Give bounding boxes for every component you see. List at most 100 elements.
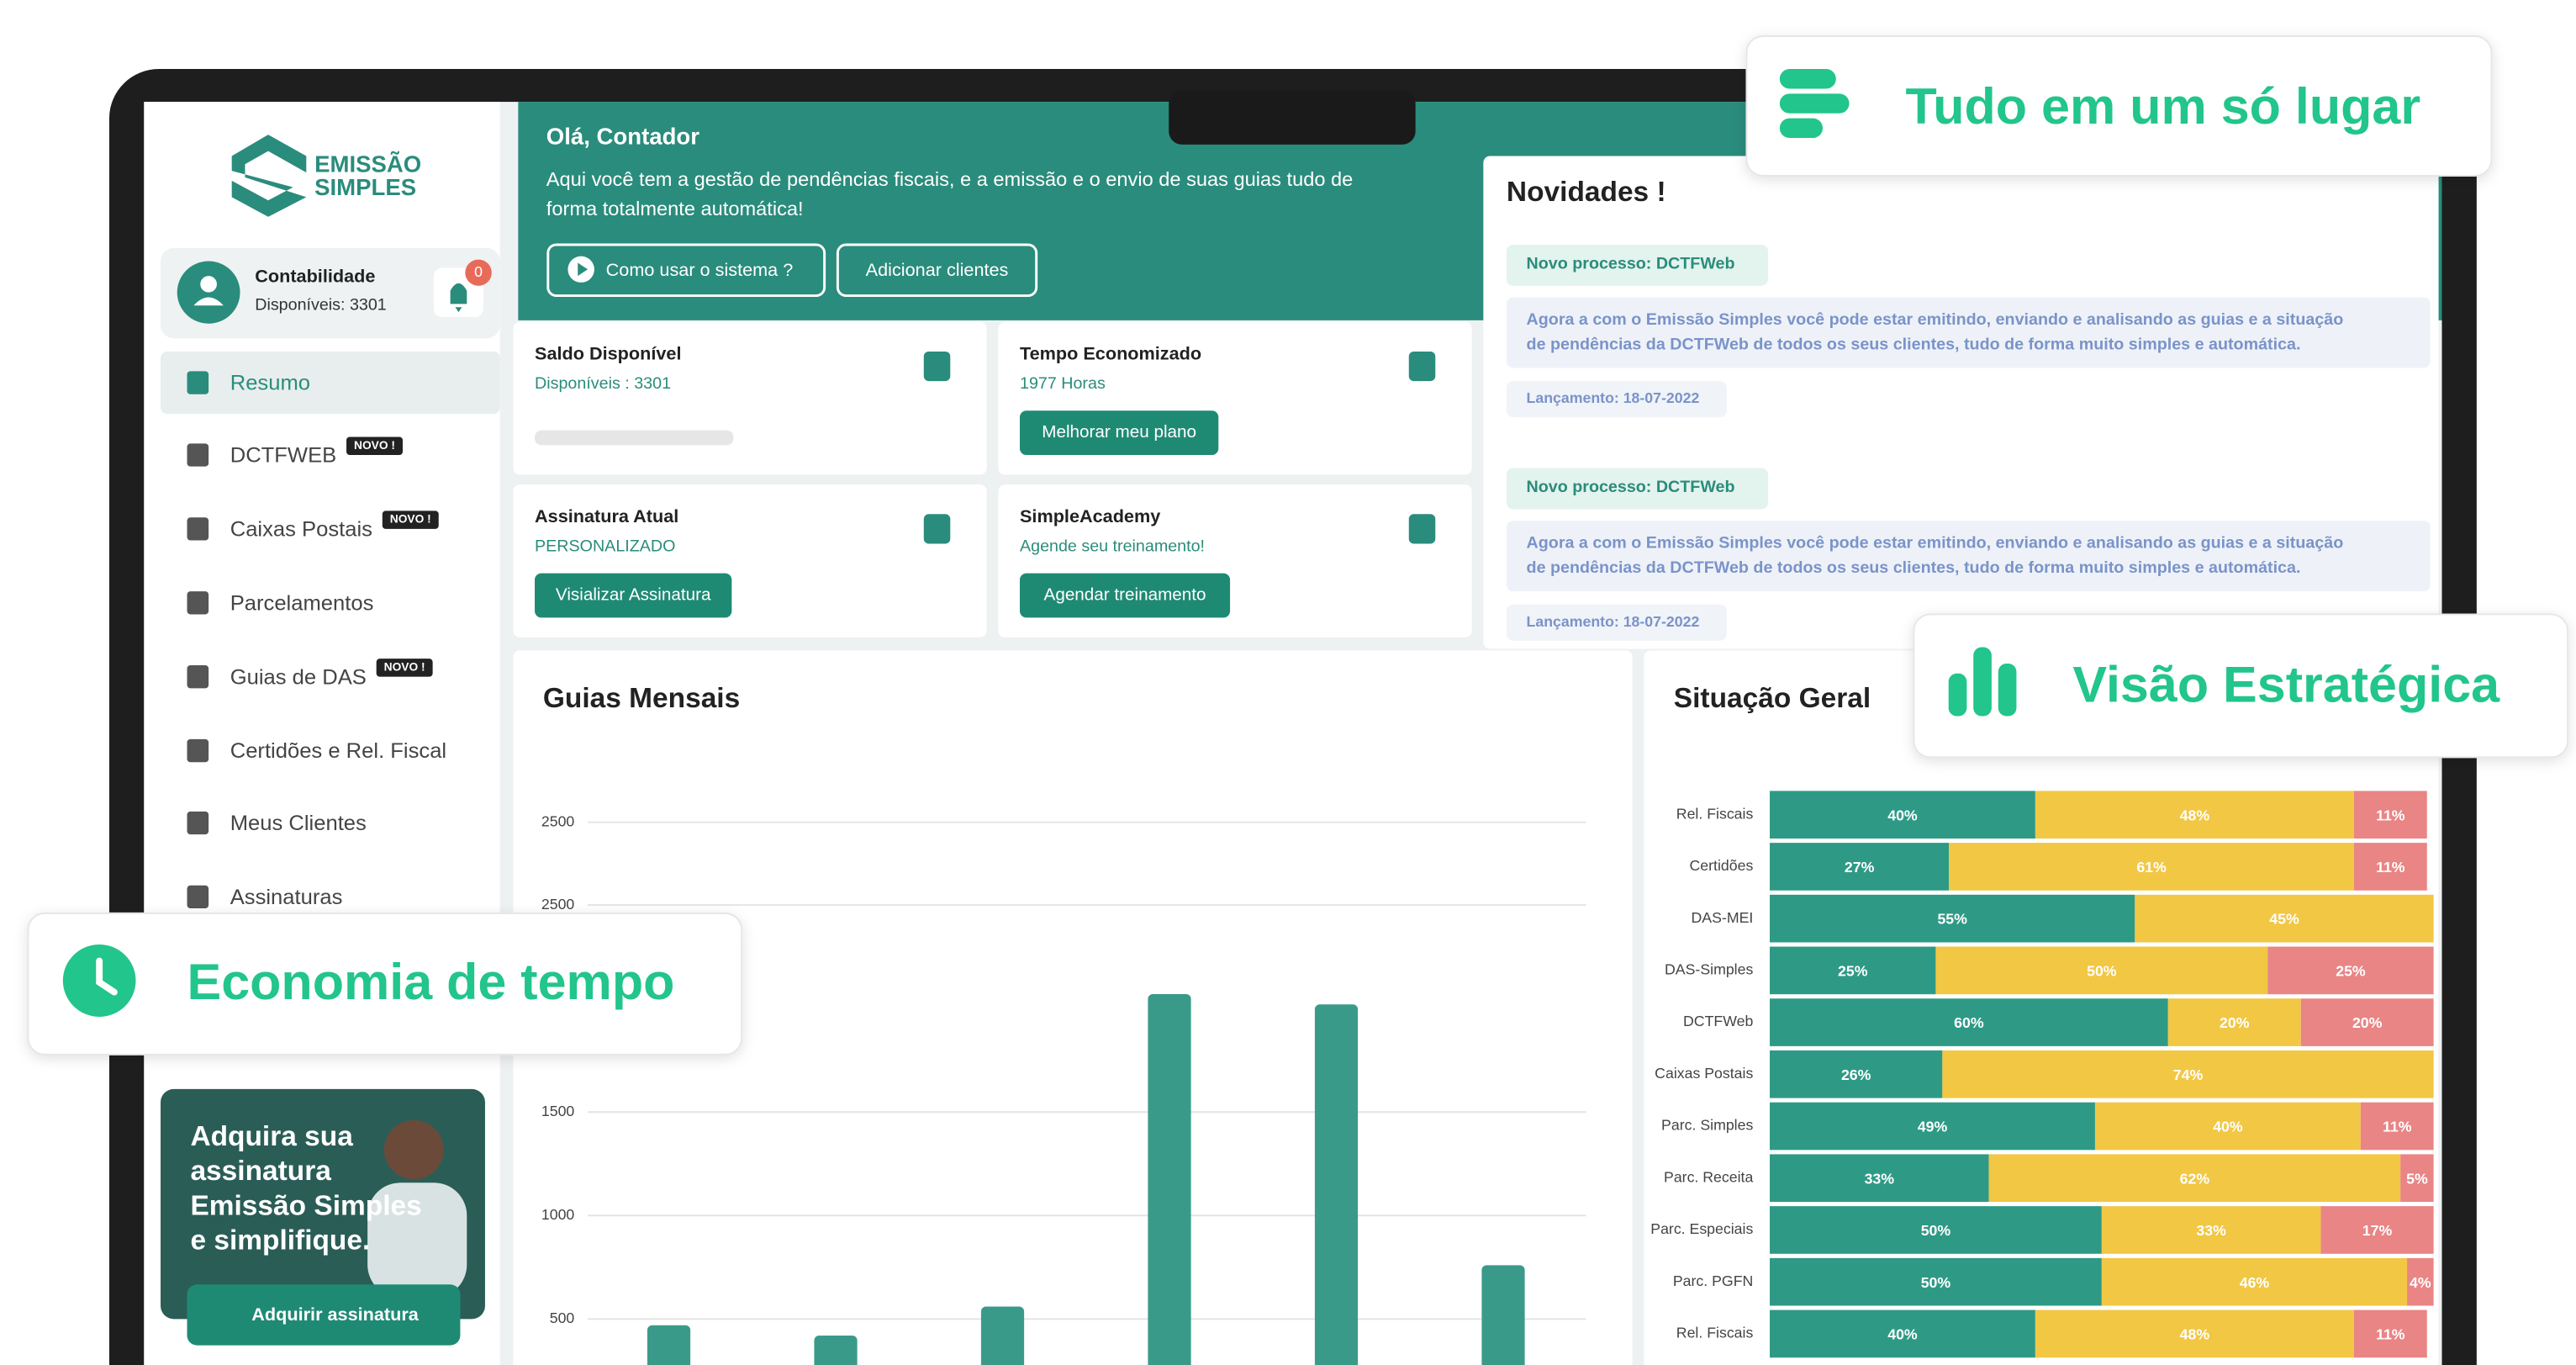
bar-segment — [1770, 1154, 1989, 1203]
bar-segment — [2101, 1206, 2321, 1254]
bar — [1481, 1265, 1525, 1365]
promo-person-body — [367, 1182, 467, 1298]
news-tag-text: Novo processo: DCTFWeb — [1527, 255, 1735, 273]
menu-item[interactable]: Assinaturas — [230, 886, 343, 909]
y-tick-label: 1500 — [541, 1103, 575, 1119]
card-icon — [1408, 514, 1436, 544]
header-button[interactable] — [546, 243, 826, 298]
menu-item[interactable]: Meus Clientes — [230, 812, 367, 835]
bar-segment — [2267, 946, 2434, 995]
card-subtitle: 1977 Horas — [1020, 374, 1106, 393]
clock-hands — [96, 957, 118, 996]
bar-segment — [2035, 1309, 2354, 1358]
y-category-label: DAS-MEI — [1692, 909, 1754, 926]
news-text: Agora a com o Emissão Simples você pode … — [1527, 310, 2344, 329]
card-title: SimpleAcademy — [1020, 505, 1160, 526]
value-label: 45% — [2269, 911, 2299, 928]
news-text: de pendências da DCTFWeb de todos os seu… — [1527, 335, 2301, 353]
bar — [814, 1336, 858, 1365]
promo-person — [383, 1119, 444, 1180]
card-button[interactable] — [535, 573, 732, 618]
bar-segment — [1770, 998, 2168, 1046]
news-body — [1506, 521, 2431, 592]
value-label: 17% — [2362, 1222, 2393, 1239]
value-label: 11% — [2376, 807, 2405, 823]
menu-icon — [187, 371, 209, 394]
value-label: 11% — [2383, 1119, 2412, 1135]
menu-icon — [187, 664, 209, 689]
play-triangle — [578, 262, 589, 277]
bar-segment — [2320, 1206, 2434, 1254]
bar-segment — [1770, 1257, 2102, 1306]
account-box — [161, 247, 500, 339]
new-badge-text: NOVO ! — [384, 661, 425, 674]
bar — [647, 1325, 691, 1365]
bar-segment — [2094, 1102, 2361, 1151]
bell-icon — [450, 283, 467, 313]
menu-item[interactable]: DCTFWEB — [230, 444, 337, 468]
value-label: 5% — [2406, 1170, 2428, 1187]
promo-text: assinatura — [190, 1156, 331, 1187]
card-button-text: Agendar treinamento — [1044, 585, 1206, 604]
menu-item[interactable]: Resumo — [230, 372, 310, 395]
menu-icon — [187, 443, 209, 467]
bar-segment — [2300, 998, 2434, 1046]
card-title: Saldo Disponível — [535, 343, 681, 364]
value-label: 11% — [2376, 1326, 2405, 1343]
menu-item[interactable]: Guias de DAS — [230, 665, 367, 689]
chart-title: Guias Mensais — [543, 683, 740, 714]
callout-icon — [1779, 69, 1836, 89]
header-button[interactable] — [836, 243, 1038, 298]
menu-item[interactable]: Certidões e Rel. Fiscal — [230, 739, 446, 763]
card-icon — [1408, 351, 1436, 382]
menu-item[interactable]: Caixas Postais — [230, 518, 372, 542]
bar-segment — [1770, 791, 2035, 839]
card-button[interactable] — [1019, 410, 1219, 455]
value-label: 48% — [2180, 1326, 2210, 1343]
menu-item[interactable]: Parcelamentos — [230, 592, 374, 616]
value-label: 61% — [2136, 859, 2167, 876]
news-text: Agora a com o Emissão Simples você pode … — [1527, 534, 2344, 553]
bar-segment — [1770, 1309, 2035, 1358]
promo-text: Adquira sua — [190, 1121, 353, 1152]
promo-button[interactable] — [187, 1284, 461, 1346]
card-button-text: Melhorar meu plano — [1042, 422, 1196, 442]
bar-segment — [2035, 791, 2354, 839]
y-tick-label: 2500 — [541, 896, 575, 913]
promo-text: e simplifique. — [190, 1225, 370, 1256]
value-label: 40% — [1887, 1326, 1918, 1343]
value-label: 60% — [1954, 1014, 1984, 1031]
y-category-label: Parc. PGFN — [1673, 1272, 1753, 1289]
callout-box — [1745, 34, 2493, 177]
value-label: 25% — [2336, 963, 2366, 980]
value-label: 40% — [1887, 807, 1918, 823]
y-category-label: Parc. Receita — [1664, 1168, 1754, 1185]
value-label: 49% — [1918, 1119, 1948, 1135]
value-label: 20% — [2220, 1014, 2250, 1031]
bar-segment — [1942, 1050, 2434, 1098]
card-button[interactable] — [1019, 573, 1231, 618]
logo-icon — [231, 135, 307, 217]
menu-icon — [187, 885, 209, 909]
y-category-label: DCTFWeb — [1683, 1013, 1754, 1029]
value-label: 74% — [2173, 1066, 2204, 1083]
menu-icon — [187, 811, 209, 835]
callout-icon — [1998, 664, 2017, 717]
avatar-body — [193, 297, 224, 306]
bar-segment — [2407, 1257, 2434, 1306]
menu-icon — [187, 591, 209, 615]
logo-text: SIMPLES — [314, 174, 416, 200]
bar-segment — [1949, 843, 2354, 891]
news-date-box — [1506, 604, 1727, 641]
value-label: 27% — [1845, 859, 1875, 876]
new-badge — [346, 436, 403, 455]
news-tag — [1506, 468, 1769, 510]
header-button-text: Adicionar clientes — [866, 259, 1009, 280]
callout-icon — [1973, 647, 1992, 717]
bar-segment — [1935, 946, 2268, 995]
callout-icon — [1948, 673, 1967, 717]
logo-text: EMISSÃO — [314, 151, 421, 177]
news-body — [1506, 297, 2431, 368]
y-category-label: DAS-Simples — [1665, 961, 1753, 978]
